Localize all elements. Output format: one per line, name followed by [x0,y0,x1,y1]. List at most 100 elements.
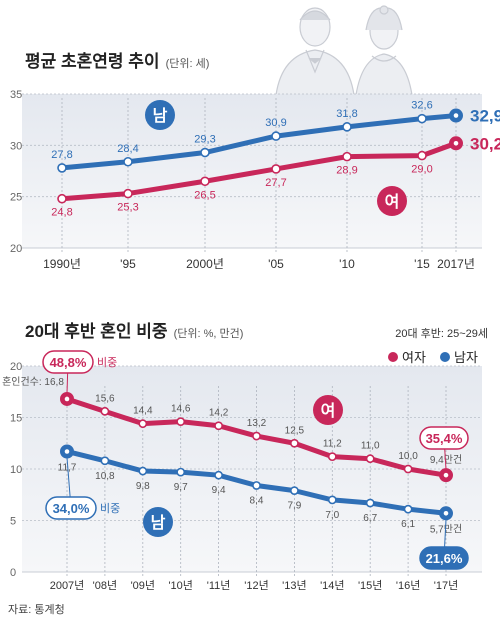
chart1-x-tick-label: 1990년 [43,257,81,271]
chart2-share-callouts: 48,8% 비중 35,4% 34,0% 비중 21,6% [42,350,469,570]
chart2-data-label: 10,0 [398,451,418,462]
chart2-point [214,470,223,480]
chart2-point [100,456,110,466]
chart2-point [100,406,110,416]
share-callout-word: 비중 [100,502,120,515]
chart2-title: 20대 후반 혼인 비중 (단위: %, 만건) [25,321,243,341]
chart2-point [327,452,337,462]
chart1-data-labels: 27,8 28,4 29,3 30,9 31,8 32,6 32,9세 24,8 25,3 26,… [51,100,500,219]
chart1-point [271,164,281,174]
chart1-data-label: 32,6 [411,100,432,112]
chart2-point-center [64,396,70,402]
chart2-series-badge [313,395,343,425]
chart1-point [342,151,352,162]
chart2-series [60,391,453,521]
chart2-series-badge [143,507,173,537]
chart2-legend-label: 여자 [402,350,426,365]
chart2-x-tick-label: '12년 [244,579,268,592]
chart1-data-label: 28,9 [336,165,357,177]
share-callout-value: 21,6% [426,551,463,566]
chart1-series-badge [145,100,175,130]
share-callout-box [42,350,94,374]
couple-illustration [275,5,413,96]
share-callout-box [45,496,97,520]
chart1-title: 평균 초혼연령 추이 (단위: 세) [25,51,209,71]
chart2-data-label: 6,1 [401,519,415,530]
chart2-data-label: 9,4만건 [430,454,462,466]
share-callout-box [419,546,469,570]
chart2-data-label: 13,2 [247,418,267,429]
chart2-y-tick-label: 10 [10,464,22,476]
chart2-x-tick-label: '14년 [320,579,344,592]
chart1-series-badge-label: 여 [385,193,400,211]
chart1-point [123,156,133,167]
chart1-point [417,113,427,124]
chart1-x-tick-label: '05 [268,257,284,271]
chart2-y-tick-label: 0 [10,567,16,579]
chart1-x-tick-label: '10 [339,257,355,271]
chart1-point [200,176,210,187]
chart1-y-axis: 20 25 30 35 [10,89,22,255]
chart2-x-tick-label: '15년 [358,579,382,592]
chart1-data-label: 26,5 [194,189,215,201]
chart2-series-badge-label: 여 [321,402,336,420]
chart2-data-label: 9,4 [212,485,226,496]
chart2-point [365,498,375,508]
chart2-point [327,495,337,505]
chart1-series-badge [377,186,407,216]
chart2-point-center [443,472,449,478]
chart1-point [123,188,133,199]
chart2-y-axis: 0 5 10 15 20 [10,361,22,579]
share-callout-value: 34,0% [53,501,90,516]
chart2-data-label: 11,2 [323,439,342,450]
share-callout-value: 35,4% [426,431,463,446]
chart1-x-axis: 1990년 '95 2000년 '05 '10 '15 2017년 [43,257,475,271]
chart1-series-badges: 남여 [145,100,407,216]
chart2-legend-label: 남자 [454,350,478,365]
chart1-y-tick-label: 35 [10,89,22,101]
chart2-grid [22,365,482,576]
chart1-data-label: 27,8 [51,149,72,161]
chart2-subnote: 20대 후반: 25~29세 [395,327,488,340]
share-callout-word: 비중 [97,356,117,369]
chart2-x-axis: 2007년 '08년 '09년 '10년 '11년 '12년 '13년 '14년 '15년 '16… [50,579,459,592]
chart2-point [176,467,186,477]
chart2-legend: 여자 남자 [388,350,478,365]
chart1-data-label: 27,7 [265,177,286,189]
chart2-x-tick-label: '09년 [131,579,155,592]
share-callout-value: 48,8% [50,355,87,370]
chart1-point-center [453,113,459,118]
chart2-legend-swatch [440,352,450,362]
chart2-data-labels: 혼인건수: 16,8 15,6 14,4 14,6 14,2 13,2 12,5 11,2 11… [2,375,462,535]
chart1-point [57,163,67,173]
chart2-data-label: 5,7만건 [430,523,462,535]
chart2-data-label: 7,0 [325,510,339,521]
chart2-x-tick-label: '10년 [168,579,192,592]
chart2-data-label: 14,4 [133,406,153,417]
chart2-x-tick-label: '11년 [207,579,231,592]
chart1-point [417,150,427,161]
chart1-y-tick-label: 20 [10,243,22,255]
chart1-data-label: 28,4 [117,143,138,155]
chart1-x-tick-label: '95 [120,257,136,271]
chart2-data-label: 11,0 [361,441,380,452]
chart2-y-tick-label: 15 [10,413,22,425]
chart2-data-label: 9,7 [174,482,188,493]
chart2-point [214,421,223,431]
chart1-data-label: 25,3 [117,202,138,214]
chart2-series-badges: 여남 [143,395,343,537]
chart1-y-tick-label: 25 [10,192,22,204]
chart2-data-label: 15,6 [95,393,115,404]
chart2-x-tick-label: '17년 [434,579,458,592]
chart2-y-tick-label: 20 [10,361,22,373]
chart1-point-center [453,140,459,146]
chart2-data-label: 7,9 [287,501,301,512]
chart1-point [57,193,67,204]
chart2-x-tick-label: '16년 [396,579,420,592]
chart1-x-tick-label: 2000년 [186,257,224,271]
chart2-point [252,431,261,441]
chart2-data-label: 8,4 [250,495,264,506]
chart2-point [403,504,413,514]
chart1-x-tick-label: '15 [414,257,430,271]
